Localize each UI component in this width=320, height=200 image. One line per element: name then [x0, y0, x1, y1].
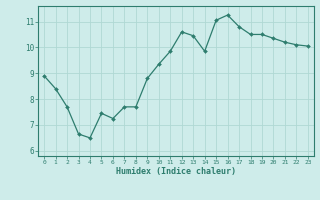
X-axis label: Humidex (Indice chaleur): Humidex (Indice chaleur): [116, 167, 236, 176]
